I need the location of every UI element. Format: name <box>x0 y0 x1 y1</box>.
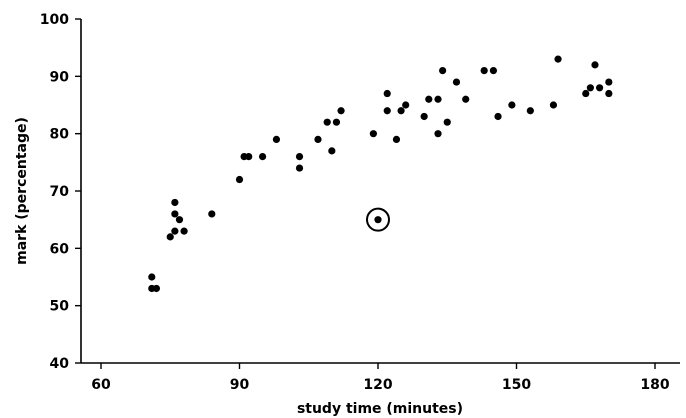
data-point <box>554 55 562 63</box>
data-point <box>171 227 179 235</box>
data-point <box>337 107 345 115</box>
data-point <box>420 112 428 121</box>
data-point <box>526 107 534 115</box>
data-point <box>171 210 179 218</box>
data-point <box>397 107 405 115</box>
x-ticks: 60 90 120 150 180 <box>91 363 670 393</box>
x-tick-label: 60 <box>91 377 111 393</box>
data-point <box>314 135 322 143</box>
data-point <box>392 135 401 143</box>
data-point <box>586 84 594 92</box>
data-point <box>383 107 391 115</box>
y-tick-label: 100 <box>40 12 69 28</box>
data-point <box>369 130 377 138</box>
y-ticks: 40 50 60 70 80 90 100 <box>40 12 81 372</box>
axes <box>80 19 680 364</box>
highlighted-point-group <box>366 207 390 232</box>
data-point <box>425 95 433 103</box>
data-point <box>508 101 516 109</box>
data-point <box>549 101 558 109</box>
data-point <box>295 153 304 161</box>
data-point <box>180 227 188 235</box>
data-point <box>443 118 451 126</box>
data-point <box>332 118 341 126</box>
y-tick-label: 60 <box>50 241 70 257</box>
y-tick-label: 90 <box>50 69 70 85</box>
data-point <box>383 89 391 98</box>
data-point <box>208 210 216 218</box>
x-tick-label: 90 <box>230 377 250 393</box>
data-point <box>489 67 498 75</box>
data-point <box>402 101 410 109</box>
data-point <box>328 147 336 155</box>
data-point <box>323 118 331 126</box>
data-point <box>258 153 267 161</box>
highlight-ring <box>366 207 390 232</box>
y-tick-label: 70 <box>50 184 70 200</box>
data-point <box>439 67 447 75</box>
data-point <box>605 78 613 86</box>
data-point <box>494 112 502 121</box>
data-point <box>480 67 488 75</box>
x-tick-label: 120 <box>363 377 392 393</box>
data-point <box>166 233 174 241</box>
data-point <box>596 84 604 92</box>
data-point <box>235 175 244 184</box>
y-tick-label: 50 <box>50 299 70 315</box>
data-point <box>295 164 304 172</box>
x-tick-label: 180 <box>640 377 669 393</box>
data-point <box>148 273 156 281</box>
y-tick-label: 80 <box>50 127 70 143</box>
data-point <box>175 216 184 224</box>
y-tick-label: 40 <box>50 356 70 372</box>
y-axis-label: mark (percentage) <box>14 117 30 265</box>
data-point <box>605 89 613 98</box>
data-point <box>272 135 281 143</box>
data-point <box>152 284 160 293</box>
x-tick-label: 150 <box>502 377 531 393</box>
data-point <box>434 95 442 103</box>
highlighted-data-point <box>374 216 382 224</box>
data-point <box>452 78 461 86</box>
data-point <box>591 61 599 69</box>
x-axis-label: study time (minutes) <box>297 401 463 417</box>
data-point <box>434 130 442 138</box>
data-point <box>171 198 179 207</box>
data-points <box>148 55 613 293</box>
data-point <box>245 153 253 161</box>
data-point <box>582 89 590 98</box>
data-point <box>462 95 470 103</box>
